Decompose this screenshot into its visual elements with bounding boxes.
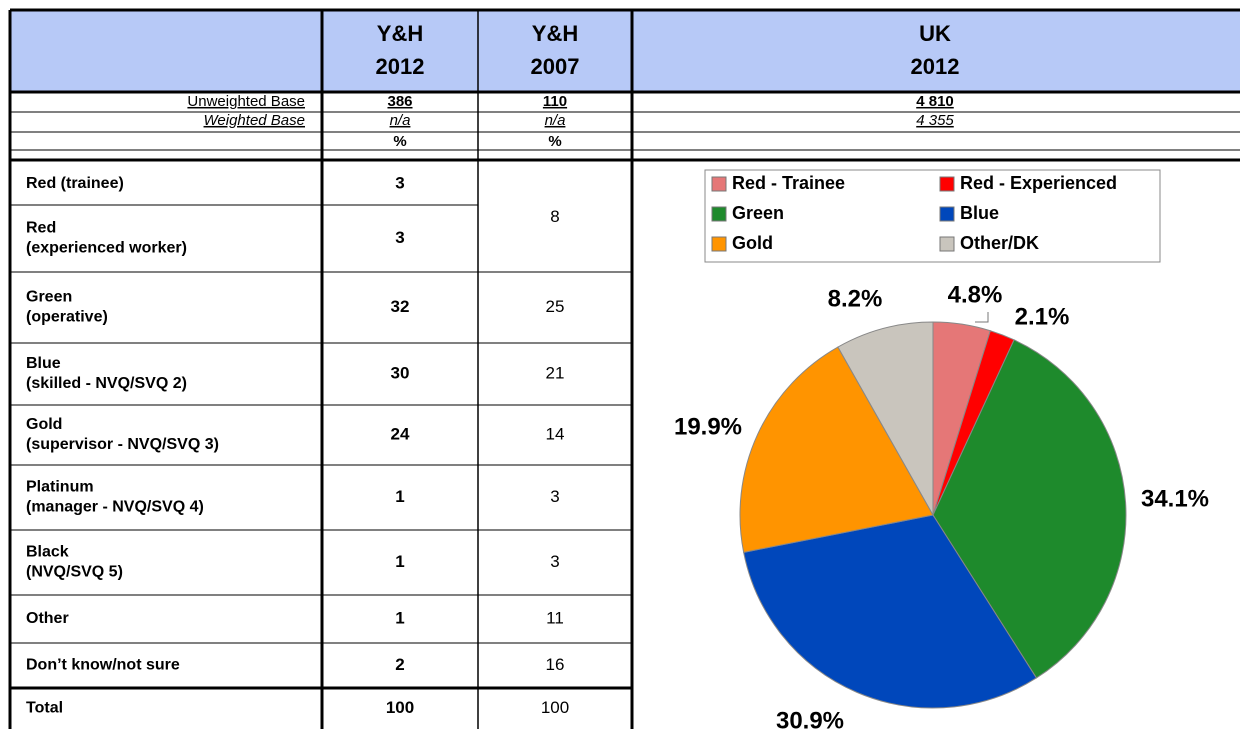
value-2007: 11 (546, 608, 564, 627)
pie-slice (837, 321, 934, 517)
row-label: Green (26, 289, 72, 306)
pie-label: 2.1% (1015, 303, 1070, 330)
row-label: Black (26, 544, 69, 561)
legend-swatch (711, 236, 727, 252)
row-label: Total (26, 700, 63, 717)
header-fill (10, 10, 1240, 92)
row-label: (operative) (26, 309, 108, 326)
value-2007: 14 (546, 424, 565, 443)
row-label: Red (26, 220, 56, 237)
header-label: 2012 (911, 54, 960, 79)
value-2012: 1 (395, 608, 404, 627)
legend-box (704, 169, 1161, 263)
base-label: Unweighted Base (187, 93, 305, 110)
header-label: UK (919, 21, 951, 46)
base-value: n/a (390, 112, 411, 129)
legend-label: Green (732, 203, 784, 223)
pie-label: 8.2% (828, 285, 883, 312)
value-2012: 24 (391, 424, 410, 443)
base-value: 110 (543, 93, 567, 110)
row-label: (skilled - NVQ/SVQ 2) (26, 375, 187, 392)
pie-label: 4.8% (948, 281, 1003, 308)
legend-swatch (939, 236, 955, 252)
row-label: Other (26, 610, 69, 627)
base-value: 4 810 (916, 93, 954, 110)
legend-label: Gold (732, 233, 773, 253)
pie-label: 30.9% (776, 707, 844, 729)
value-2012: 1 (395, 552, 404, 571)
base-value: 386 (387, 93, 412, 110)
pie-label: 34.1% (1141, 485, 1209, 512)
value-2007: 3 (550, 552, 559, 571)
base-label: Weighted Base (204, 112, 305, 129)
row-label: Red (trainee) (26, 175, 124, 192)
value-2012: 100 (386, 698, 414, 717)
value-2007: 100 (541, 698, 569, 717)
row-label: (NVQ/SVQ 5) (26, 564, 123, 581)
base-value: n/a (545, 112, 566, 129)
legend-swatch (939, 206, 955, 222)
value-2012: 3 (395, 228, 404, 247)
pie-slice (743, 514, 1038, 709)
legend-label: Other/DK (960, 233, 1039, 253)
row-label: (manager - NVQ/SVQ 4) (26, 499, 204, 516)
row-label: Platinum (26, 479, 94, 496)
value-2007: 3 (550, 487, 559, 506)
value-2007: 16 (546, 655, 565, 674)
value-2012: 30 (391, 363, 410, 382)
percent-label: % (548, 133, 561, 150)
legend-label: Red - Trainee (732, 173, 845, 193)
row-label: (supervisor - NVQ/SVQ 3) (26, 436, 219, 453)
percent-label: % (393, 133, 406, 150)
value-2012: 1 (395, 487, 404, 506)
value-2012: 32 (391, 297, 410, 316)
header-label: 2012 (376, 54, 425, 79)
leader-line (975, 312, 989, 323)
row-label: Gold (26, 416, 62, 433)
pie-slice (739, 346, 934, 553)
value-2012: 2 (395, 655, 404, 674)
row-label: Blue (26, 355, 61, 372)
legend-label: Red - Experienced (960, 173, 1117, 193)
row-label: (experienced worker) (26, 240, 187, 257)
header-label: 2007 (531, 54, 580, 79)
value-2012: 3 (395, 173, 404, 192)
legend-swatch (711, 176, 727, 192)
header-label: Y&H (377, 21, 423, 46)
value-2007: 25 (546, 297, 565, 316)
pie-label: 19.9% (674, 413, 742, 440)
value-2007: 21 (546, 363, 565, 382)
legend-label: Blue (960, 203, 999, 223)
row-label: Don’t know/not sure (26, 657, 180, 674)
header-label: Y&H (532, 21, 578, 46)
legend-swatch (711, 206, 727, 222)
value-2007: 8 (550, 207, 559, 226)
legend-swatch (939, 176, 955, 192)
base-value: 4 355 (916, 112, 954, 129)
pie-slice (932, 339, 1127, 679)
